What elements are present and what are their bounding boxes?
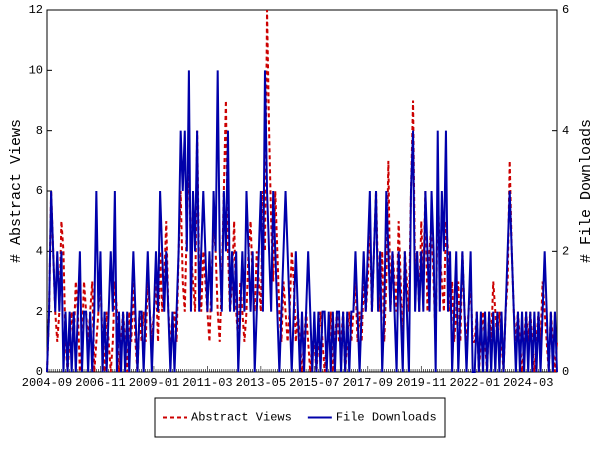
- y-tick-label: 4: [36, 245, 43, 259]
- data-line: [46, 70, 558, 373]
- y2-tick-label: 2: [562, 245, 569, 259]
- y2-tick-label: 6: [562, 3, 569, 17]
- x-tick-label: 2011-03: [182, 376, 232, 390]
- y-tick-label: 10: [29, 64, 43, 78]
- legend-label: Abstract Views: [191, 411, 292, 425]
- x-tick-label: 2009-01: [129, 376, 179, 390]
- y-axis-title: # Abstract Views: [8, 119, 25, 263]
- x-tick-label: 2019-11: [396, 376, 446, 390]
- x-tick-label: 2006-11: [75, 376, 125, 390]
- y-tick-label: 8: [36, 124, 43, 138]
- legend-label: File Downloads: [336, 411, 437, 425]
- x-tick-label: 2024-03: [503, 376, 553, 390]
- x-tick-label: 2015-07: [289, 376, 339, 390]
- y-tick-label: 12: [29, 3, 43, 17]
- y-tick-label: 2: [36, 305, 43, 319]
- x-tick-label: 2017-09: [343, 376, 393, 390]
- x-tick-label: 2004-09: [22, 376, 72, 390]
- y2-tick-label: 0: [562, 365, 569, 379]
- x-tick-label: 2013-05: [236, 376, 286, 390]
- y-tick-label: 0: [36, 365, 43, 379]
- y2-axis-title: # File Downloads: [578, 119, 595, 263]
- y-tick-label: 6: [36, 184, 43, 198]
- legend-box: [154, 397, 446, 438]
- y2-tick-label: 4: [562, 124, 569, 138]
- x-tick-label: 2022-01: [450, 376, 500, 390]
